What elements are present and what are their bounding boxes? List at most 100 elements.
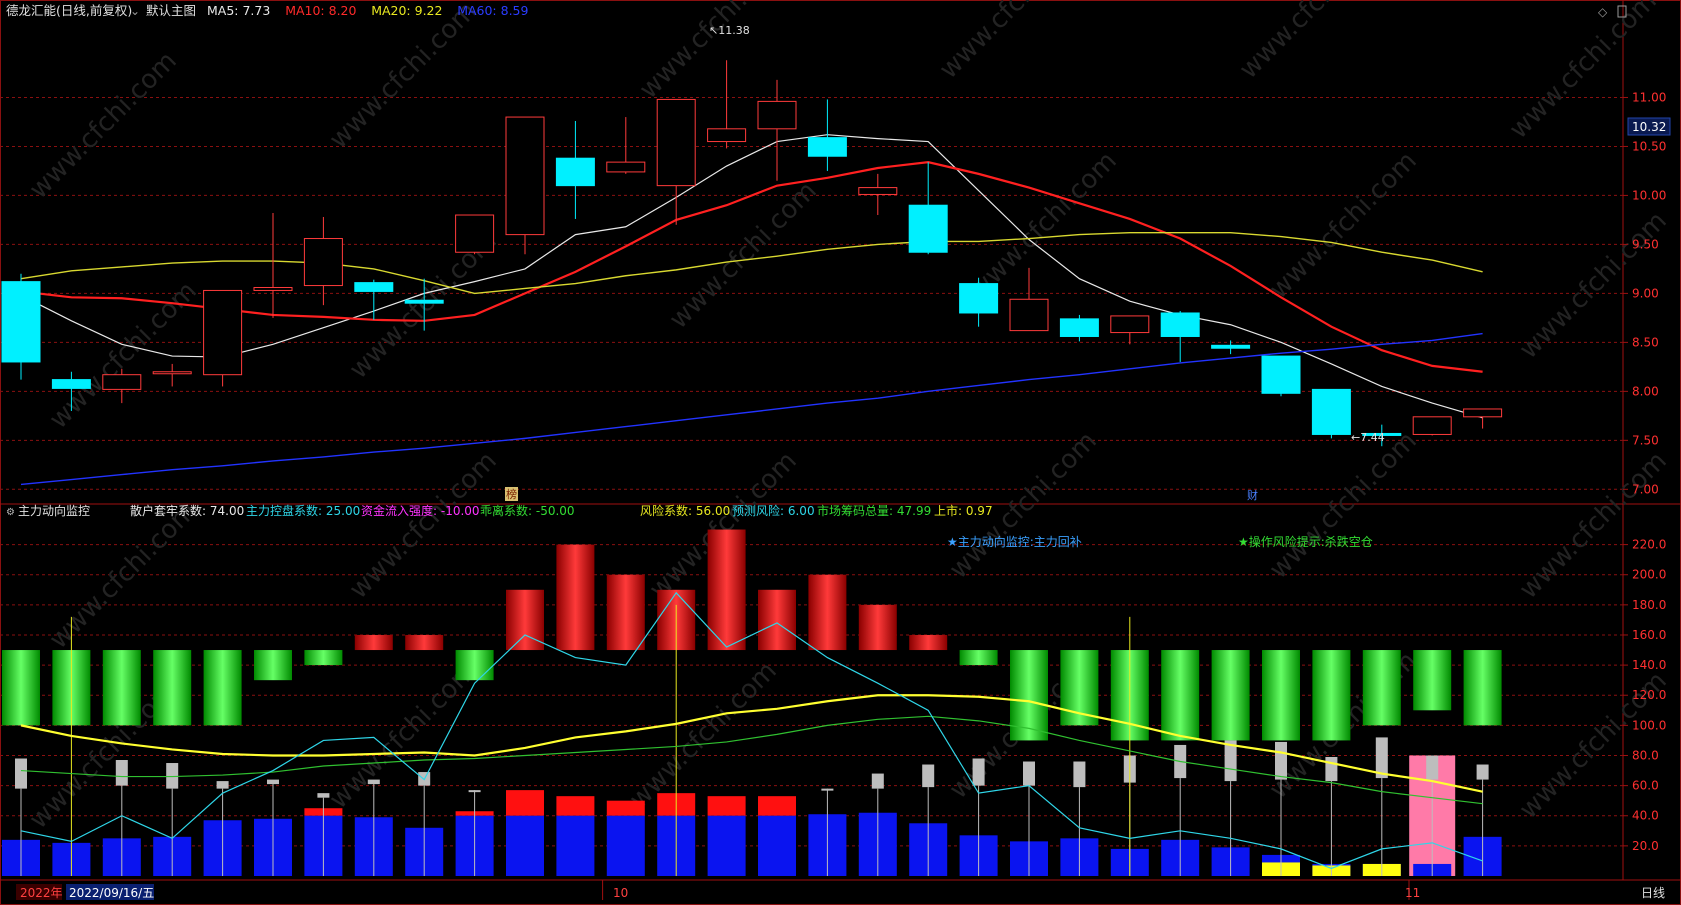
signal-bar-green[interactable] (455, 650, 494, 681)
signal-bar-green[interactable] (1312, 650, 1351, 741)
window-icon[interactable] (1617, 5, 1627, 18)
candle[interactable] (1261, 355, 1301, 397)
signal-bar-red[interactable] (405, 634, 444, 651)
candle-body[interactable] (858, 187, 898, 195)
candle[interactable] (807, 99, 847, 171)
candle[interactable] (102, 368, 142, 404)
chevron-down-icon[interactable]: ⌄ (130, 4, 140, 18)
candle[interactable] (1, 273, 41, 380)
signal-bar-red[interactable] (707, 529, 746, 651)
candle[interactable] (1211, 340, 1251, 355)
candle[interactable] (303, 216, 343, 306)
candle[interactable] (505, 116, 545, 255)
candle-body[interactable] (1160, 312, 1200, 337)
base-bar[interactable] (758, 815, 796, 876)
indicator-bars[interactable] (2, 529, 1502, 876)
candle-body[interactable] (656, 98, 696, 187)
candle[interactable] (707, 60, 747, 149)
signal-bar-red[interactable] (758, 589, 796, 651)
candle-body[interactable] (1, 281, 41, 363)
candle-body[interactable] (404, 299, 444, 304)
candle-body[interactable] (1059, 318, 1099, 337)
candle-body[interactable] (807, 137, 847, 157)
gear-icon[interactable]: ⚙ (6, 507, 15, 518)
signal-bar-red[interactable] (858, 604, 897, 651)
candle-body[interactable] (152, 371, 192, 375)
candle-body[interactable] (253, 287, 293, 291)
candle-body[interactable] (757, 100, 797, 130)
inflow-bar[interactable] (707, 796, 746, 816)
candle[interactable] (908, 162, 948, 255)
indicator-title[interactable]: 主力动向监控 (18, 503, 90, 518)
candle-body[interactable] (102, 374, 142, 390)
candle[interactable] (354, 279, 394, 320)
signal-bar-green[interactable] (254, 650, 292, 681)
signal-bar-red[interactable] (808, 574, 847, 651)
candle[interactable] (253, 213, 293, 318)
base-bar[interactable] (606, 815, 645, 876)
candle[interactable] (1463, 408, 1503, 429)
candle-body[interactable] (555, 157, 595, 187)
base-bar[interactable] (506, 815, 544, 876)
candle[interactable] (858, 173, 898, 216)
candle-body[interactable] (1311, 388, 1351, 435)
period-label[interactable]: 日线 (1641, 886, 1665, 900)
candle[interactable] (404, 278, 444, 331)
candle-body[interactable] (455, 214, 495, 253)
signal-bar-green[interactable] (102, 650, 141, 726)
candle-body[interactable] (1211, 344, 1251, 349)
candle-body[interactable] (505, 116, 545, 236)
finance-marker[interactable]: 财 (1247, 488, 1258, 502)
candle-body[interactable] (1362, 432, 1402, 436)
candle[interactable] (1362, 424, 1402, 447)
base-bar[interactable] (556, 815, 595, 876)
candle[interactable] (1160, 311, 1200, 362)
candle-body[interactable] (959, 283, 999, 314)
main-view-label[interactable]: 默认主图 (146, 3, 196, 18)
signal-bar-green[interactable] (1262, 650, 1300, 741)
signal-bar-green[interactable] (203, 650, 242, 726)
signal-bar-green[interactable] (1463, 650, 1502, 726)
candle[interactable] (1059, 314, 1099, 342)
candle-body[interactable] (908, 204, 948, 253)
candle-body[interactable] (707, 128, 747, 143)
inflow-bar[interactable] (506, 790, 544, 816)
signal-bar-green[interactable] (1211, 650, 1250, 741)
candle-body[interactable] (1261, 355, 1301, 394)
candle-body[interactable] (1110, 315, 1150, 334)
candle-body[interactable] (354, 282, 394, 292)
signal-bar-green[interactable] (1010, 650, 1048, 741)
signal-bar-red[interactable] (606, 574, 645, 651)
candle[interactable] (51, 371, 91, 411)
signal-bar-green[interactable] (1413, 650, 1452, 711)
candle[interactable] (757, 79, 797, 181)
candle-body[interactable] (606, 161, 646, 173)
candle-body[interactable] (203, 289, 243, 376)
signal-bar-red[interactable] (354, 634, 393, 651)
candle[interactable] (1412, 416, 1452, 436)
candle[interactable] (555, 120, 595, 219)
bang-badge[interactable] (505, 487, 518, 501)
candle[interactable] (152, 363, 192, 387)
candlestick-series[interactable] (1, 60, 1503, 447)
inflow-bar[interactable] (758, 796, 796, 816)
candle-body[interactable] (1412, 416, 1452, 435)
candle[interactable] (1311, 388, 1351, 439)
candle[interactable] (606, 117, 646, 174)
candle[interactable] (656, 98, 696, 225)
candle-body[interactable] (1009, 298, 1049, 332)
candle[interactable] (203, 289, 243, 387)
signal-bar-green[interactable] (1362, 650, 1401, 726)
signal-bar-red[interactable] (909, 634, 948, 651)
signal-bar-green[interactable] (959, 650, 998, 666)
candle[interactable] (959, 277, 999, 327)
signal-bar-red[interactable] (556, 544, 595, 651)
candle-body[interactable] (1463, 408, 1503, 418)
base-bar[interactable] (707, 815, 746, 876)
diamond-icon[interactable]: ◇ (1598, 5, 1608, 19)
candle[interactable] (1009, 267, 1049, 332)
inflow-bar[interactable] (606, 800, 645, 816)
bang-marker[interactable]: 榜 (506, 487, 517, 501)
inflow-bar[interactable] (556, 796, 595, 816)
